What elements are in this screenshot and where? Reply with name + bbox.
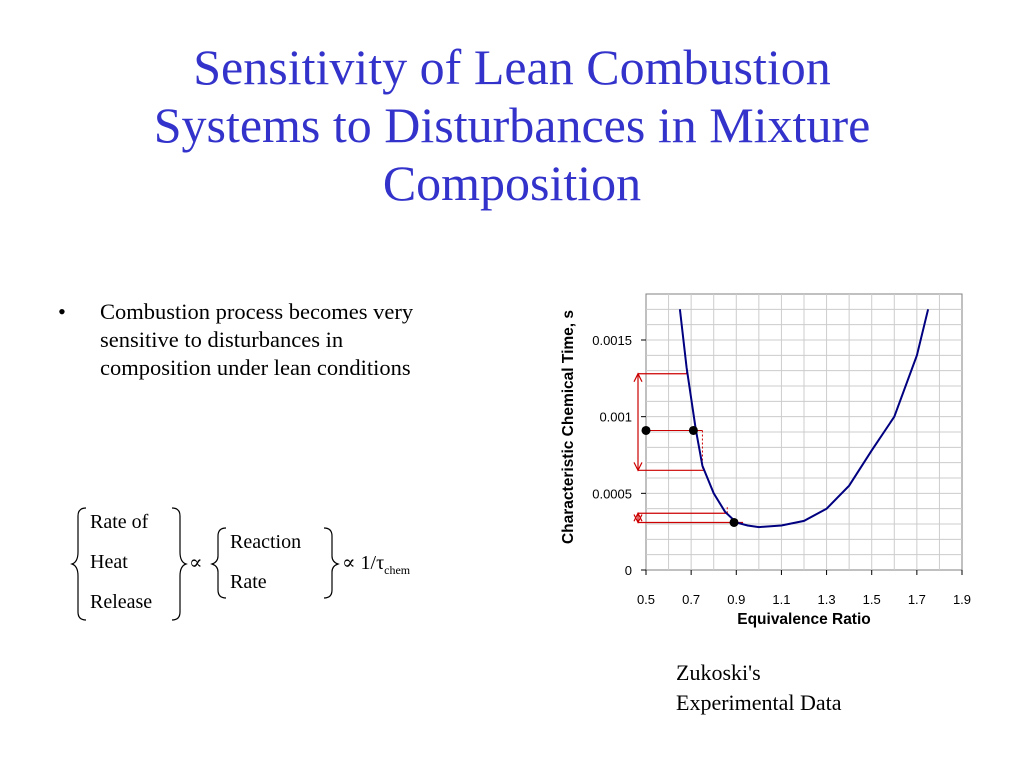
formula-inverse: ∝ 1/τchem (342, 553, 410, 580)
title-line: Sensitivity of Lean Combustion (193, 39, 831, 95)
series-line (678, 309, 930, 529)
bullet-list: • Combustion process becomes very sensit… (58, 298, 438, 382)
formula-inverse-text: ∝ 1/τ (342, 552, 385, 574)
brace-left-1 (70, 507, 87, 621)
bullet-dot-icon: • (58, 299, 66, 324)
y-tick-label: 0.0015 (592, 333, 632, 348)
x-tick-label: 1.3 (818, 592, 836, 607)
brace-left-2 (210, 527, 227, 599)
brace-right-1 (171, 507, 188, 621)
data-point-marker (729, 517, 739, 527)
x-tick-label: 1.7 (908, 592, 926, 607)
axes: 0.5 0.7 0.9 1.1 1.3 1.5 1.7 1.9 0 0.0005 0.001 0.00… (592, 333, 971, 607)
x-tick-label: 0.5 (637, 592, 655, 607)
formula-subscript: chem (384, 563, 411, 577)
formula-text: Rate of (90, 511, 149, 533)
x-tick-label: 0.7 (682, 592, 700, 607)
title-line: Systems to Disturbances in Mixture (153, 97, 871, 153)
bullet-text: Combustion process becomes very sensitiv… (100, 299, 414, 380)
data-point-marker (688, 425, 698, 435)
data-point-marker (641, 425, 651, 435)
y-tick-label: 0 (625, 563, 632, 578)
title-line: Composition (382, 155, 642, 211)
grid (646, 294, 962, 570)
x-tick-label: 1.1 (772, 592, 790, 607)
y-tick-label: 0.0005 (592, 486, 632, 501)
markers (641, 425, 739, 527)
formula-text: Heat (90, 551, 128, 573)
x-tick-label: 0.9 (727, 592, 745, 607)
slide-title: Sensitivity of Lean Combustion Systems t… (40, 38, 984, 212)
x-tick-label: 1.5 (863, 592, 881, 607)
x-tick-label: 1.9 (953, 592, 971, 607)
bullet-item: • Combustion process becomes very sensit… (58, 298, 438, 382)
x-axis-title: Equivalence Ratio (737, 611, 871, 628)
proportional-symbol: ∝ (189, 552, 203, 574)
citation-line: Zukoski's (676, 660, 761, 685)
y-axis-title: Characteristic Chemical Time, s (560, 310, 577, 544)
citation: Zukoski's Experimental Data (676, 658, 996, 718)
formula-text: Reaction (230, 531, 302, 553)
formula-text: Rate (230, 571, 267, 593)
brace-right-2 (323, 527, 340, 599)
citation-line: Experimental Data (676, 690, 842, 715)
formula-text: Release (90, 591, 153, 613)
y-tick-label: 0.001 (599, 410, 632, 425)
series (678, 309, 930, 529)
